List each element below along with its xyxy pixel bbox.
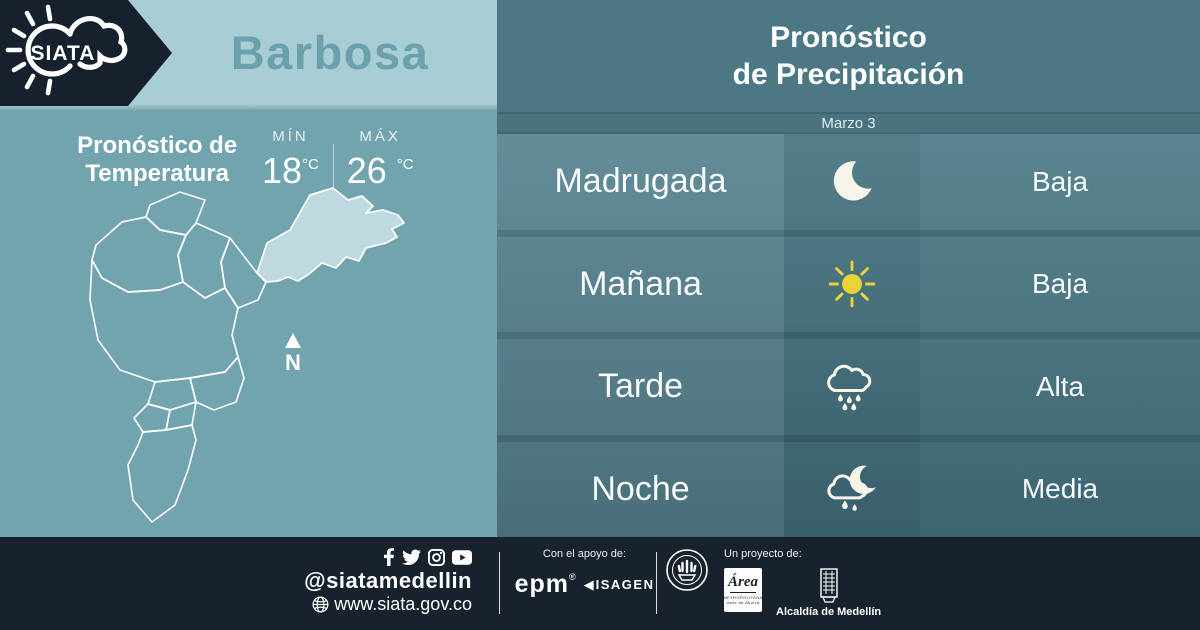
- level-label: Baja: [1031, 268, 1089, 300]
- instagram-icon[interactable]: [428, 548, 445, 566]
- municipality-shape: [127, 424, 197, 523]
- alcaldia-logo: Alcaldía de Medellín: [776, 568, 881, 618]
- min-temperature: MÍN 18°C: [254, 122, 326, 191]
- youtube-icon[interactable]: [452, 549, 472, 565]
- temperature-panel: N Pronóstico de Temperatura MÍN 18°C MÁX…: [0, 110, 497, 537]
- footer: @siatamedellin www.siata.gov.co Con el a…: [0, 537, 1200, 630]
- temperature-forecast: Pronóstico de Temperatura MÍN 18°C MÁX 2…: [60, 122, 420, 191]
- temperature-title-line1: Pronóstico de: [77, 132, 238, 159]
- siata-logo-icon: SIATA: [0, 0, 172, 106]
- website-url: www.siata.gov.co: [334, 594, 472, 614]
- alcaldia-label: Alcaldía de Medellín: [776, 606, 882, 618]
- temperature-title: Pronóstico de Temperatura: [60, 122, 254, 188]
- sun-icon: [828, 261, 876, 308]
- rain-cloud-icon: [827, 364, 872, 411]
- twitter-icon[interactable]: [402, 549, 421, 566]
- isagen-arrow-icon: ◀: [583, 577, 594, 592]
- siata-logo-label: SIATA: [31, 42, 96, 65]
- alcaldia-emblem-icon: [819, 568, 838, 603]
- siata-logo-chevron: SIATA: [0, 0, 180, 110]
- temp-divider: [332, 144, 335, 190]
- municipality-shape: [133, 403, 171, 433]
- footer-divider: [499, 552, 500, 614]
- north-label: N: [285, 350, 301, 375]
- valley-map: N: [0, 110, 497, 537]
- project-label: Un proyecto de:: [724, 548, 802, 560]
- municipality-barbosa-highlight: [256, 187, 405, 283]
- min-value: 18°C: [262, 150, 319, 191]
- page-title: Barbosa: [230, 25, 430, 79]
- period-label: Noche: [591, 469, 690, 508]
- website-row[interactable]: www.siata.gov.co: [304, 593, 472, 615]
- left-header-band: Barbosa SIATA: [0, 0, 497, 110]
- isagen-logo: ◀ ISAGEN: [583, 577, 655, 592]
- project-group: Un proyecto de: Área METROPOLITANA Valle…: [724, 548, 881, 618]
- support-label: Con el apoyo de:: [542, 548, 627, 560]
- period-label: Madrugada: [554, 162, 727, 201]
- level-label: Alta: [1035, 370, 1085, 402]
- precipitation-title-line1: Pronóstico: [770, 21, 927, 54]
- period-label: Mañana: [579, 264, 702, 303]
- temperature-title-line2: Temperatura: [85, 160, 229, 187]
- globe-icon: [312, 596, 329, 612]
- moon-icon: [833, 160, 872, 201]
- precipitation-panel: Pronóstico de Precipitación Marzo 3 Madr…: [497, 0, 1200, 537]
- table-row: Madrugada Baja: [497, 134, 1200, 237]
- support-group: Con el apoyo de: epm® ◀ ISAGEN: [515, 548, 653, 597]
- min-unit: °C: [302, 156, 319, 173]
- min-label: MÍN: [272, 128, 309, 145]
- municipality-shape: [89, 259, 239, 383]
- night-rain-icon: [827, 465, 876, 512]
- period-label: Tarde: [597, 367, 684, 406]
- max-value: 26 °C: [346, 150, 414, 191]
- forecast-rows: Madrugada Baja Mañana: [497, 134, 1200, 537]
- municipality-shape: [189, 356, 245, 411]
- table-row: Mañana: [497, 237, 1200, 339]
- table-row: Tarde Alta: [497, 339, 1200, 442]
- north-arrow-icon: N: [285, 333, 301, 375]
- area-metropolitana-logo: Área METROPOLITANA Valle de Aburrá: [724, 568, 762, 612]
- epm-logo: epm®: [514, 570, 576, 598]
- table-row: Noche Media: [497, 442, 1200, 538]
- social-handle[interactable]: @siatamedellin: [304, 568, 472, 593]
- forecast-date: Marzo 3: [497, 112, 1200, 134]
- municipality-shape: [145, 191, 206, 236]
- band-shadow: [0, 104, 497, 110]
- social-block: @siatamedellin www.siata.gov.co: [304, 547, 472, 615]
- facebook-icon[interactable]: [382, 548, 395, 566]
- max-temperature: MÁX 26 °C: [340, 122, 420, 191]
- city-seal-logo: [665, 548, 709, 597]
- precipitation-title: Pronóstico de Precipitación: [497, 0, 1200, 112]
- level-label: Media: [1021, 473, 1099, 505]
- footer-divider: [656, 552, 657, 614]
- max-label: MÁX: [359, 128, 401, 145]
- max-unit: °C: [396, 156, 414, 173]
- precipitation-title-line2: de Precipitación: [732, 58, 965, 91]
- level-label: Baja: [1031, 165, 1089, 197]
